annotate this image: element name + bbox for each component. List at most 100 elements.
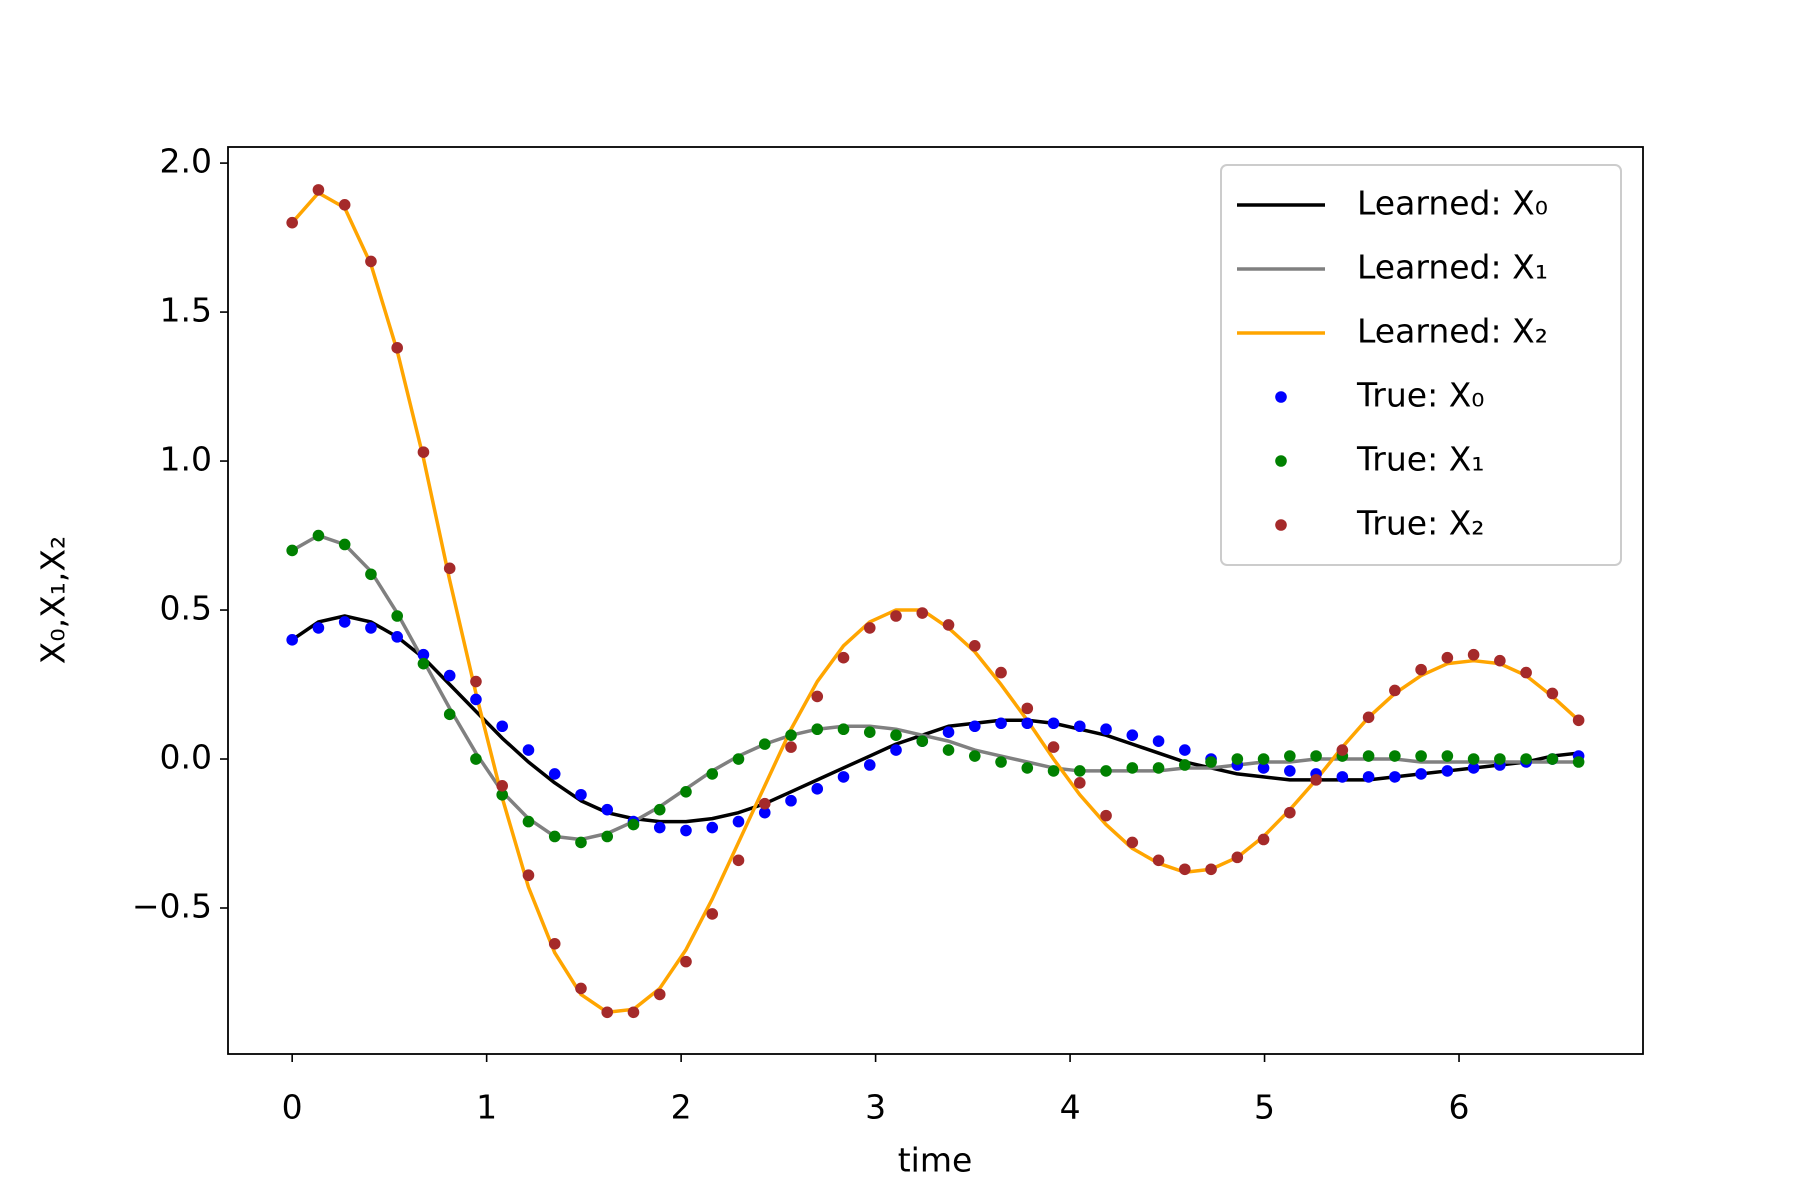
y-tick-label: 0.5 xyxy=(160,589,212,628)
point xyxy=(706,908,719,920)
point xyxy=(1284,806,1296,819)
x-tick-label: 3 xyxy=(865,1088,886,1127)
point xyxy=(1231,851,1244,864)
point xyxy=(680,955,692,968)
point xyxy=(1415,750,1427,762)
point xyxy=(1441,765,1454,777)
point xyxy=(811,723,824,736)
point xyxy=(653,988,666,1001)
point xyxy=(391,610,403,622)
point xyxy=(312,622,325,634)
point xyxy=(968,720,981,733)
x-axis-label: time xyxy=(898,1141,973,1180)
point xyxy=(1520,753,1532,765)
point xyxy=(916,735,929,747)
point xyxy=(1362,750,1375,762)
point xyxy=(365,255,377,268)
point xyxy=(338,616,351,628)
point xyxy=(837,723,850,736)
legend-box xyxy=(1220,164,1622,566)
x-tick-label: 5 xyxy=(1254,1088,1275,1127)
point xyxy=(417,657,430,670)
point xyxy=(706,821,719,834)
point xyxy=(1546,753,1559,765)
point xyxy=(417,446,430,458)
point xyxy=(522,744,535,756)
point xyxy=(1021,717,1034,730)
point xyxy=(995,717,1007,730)
legend-swatch xyxy=(1275,391,1287,403)
legend-label: Learned: X₁ xyxy=(1357,248,1548,287)
point xyxy=(575,982,587,995)
point xyxy=(312,184,325,196)
point xyxy=(732,815,745,828)
point xyxy=(1441,651,1454,664)
point xyxy=(1257,762,1270,774)
point xyxy=(470,693,482,706)
point xyxy=(338,538,351,551)
point xyxy=(601,803,614,816)
point xyxy=(785,729,797,741)
point xyxy=(995,666,1007,679)
point xyxy=(1572,714,1585,727)
point xyxy=(1310,774,1322,786)
point xyxy=(732,753,745,765)
point xyxy=(968,750,981,762)
point xyxy=(522,815,535,828)
point xyxy=(548,937,561,950)
point xyxy=(1336,744,1349,756)
y-tick-label: 2.0 xyxy=(160,142,212,181)
point xyxy=(1152,854,1165,867)
point xyxy=(837,771,850,783)
y-axis-label: X₀,X₁,X₂ xyxy=(34,536,73,665)
point xyxy=(470,753,482,765)
point xyxy=(837,651,850,664)
point xyxy=(811,783,824,795)
point xyxy=(1572,756,1585,768)
point xyxy=(1441,750,1454,762)
point xyxy=(942,726,955,738)
point xyxy=(1546,687,1559,700)
point xyxy=(575,788,587,801)
point xyxy=(1179,744,1191,756)
point xyxy=(1100,723,1112,736)
point xyxy=(942,619,955,631)
point xyxy=(680,785,692,798)
point xyxy=(916,607,929,619)
point xyxy=(706,768,719,780)
point xyxy=(1362,711,1375,724)
point xyxy=(1205,863,1217,876)
point xyxy=(1021,762,1034,774)
point xyxy=(1152,735,1165,747)
point xyxy=(785,741,797,753)
point xyxy=(1126,729,1139,741)
legend-label: True: X₁ xyxy=(1356,440,1485,479)
point xyxy=(890,744,902,756)
point xyxy=(312,529,325,542)
point xyxy=(785,794,797,807)
point xyxy=(496,788,509,801)
point xyxy=(1389,750,1401,762)
point xyxy=(391,631,403,643)
point xyxy=(1021,702,1034,715)
legend-label: True: X₂ xyxy=(1356,504,1485,543)
point xyxy=(758,738,771,750)
line xyxy=(290,191,1580,1015)
y-tick-label: 1.5 xyxy=(160,291,212,330)
legend-label: Learned: X₀ xyxy=(1357,184,1548,223)
x-tick-label: 1 xyxy=(476,1088,497,1127)
point xyxy=(286,216,298,229)
point xyxy=(1152,762,1165,774)
point xyxy=(627,818,640,831)
point xyxy=(1336,771,1349,783)
point xyxy=(1467,753,1480,765)
x-tick-label: 4 xyxy=(1060,1088,1081,1127)
point xyxy=(1179,863,1191,876)
point xyxy=(365,568,377,581)
point xyxy=(338,199,351,211)
point xyxy=(443,708,456,721)
point xyxy=(890,610,902,622)
point xyxy=(417,648,430,661)
point xyxy=(601,830,614,843)
point xyxy=(758,806,771,819)
